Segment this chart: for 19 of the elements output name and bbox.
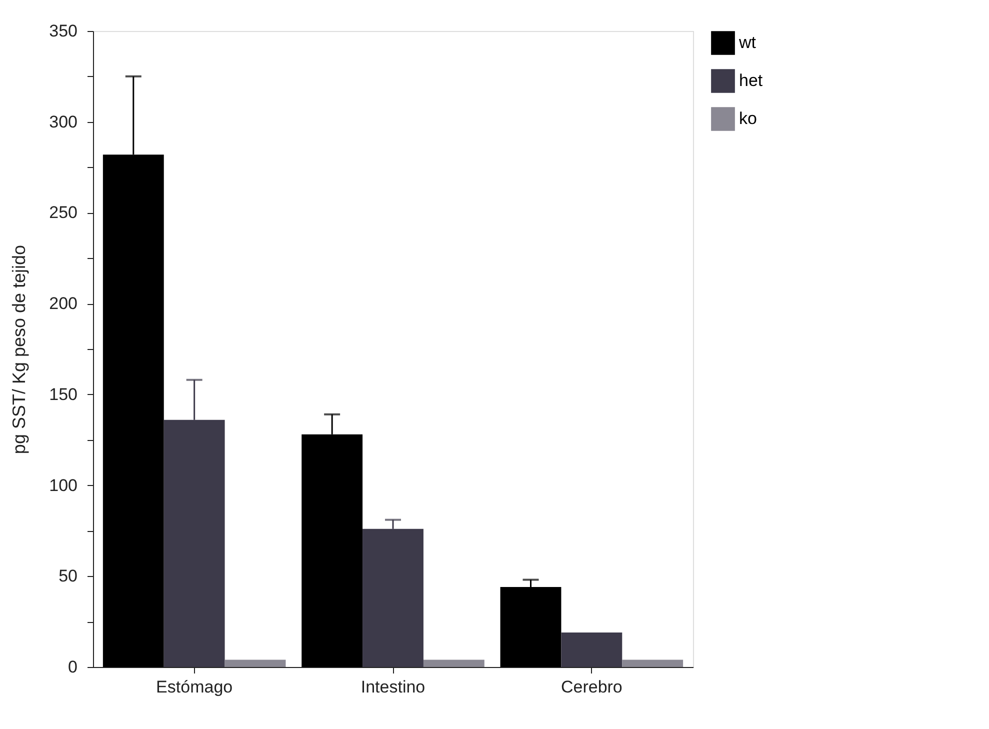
y-tick-label: 300 xyxy=(49,112,78,132)
y-tick-label: 200 xyxy=(49,294,78,314)
bar xyxy=(224,660,286,667)
bar xyxy=(622,660,684,667)
y-tick-label: 350 xyxy=(49,22,78,40)
y-tick-label: 50 xyxy=(58,566,78,586)
y-tick-label: 0 xyxy=(68,658,78,676)
bar xyxy=(561,632,622,667)
legend-label: ko xyxy=(739,109,757,128)
legend-label: het xyxy=(739,71,763,90)
x-tick-label: Estómago xyxy=(156,678,233,696)
legend-label: wt xyxy=(738,33,756,52)
y-tick-label: 250 xyxy=(49,203,78,222)
x-tick-label: Cerebro xyxy=(560,678,622,696)
y-tick-label: 100 xyxy=(49,476,78,495)
y-axis-title: pg SST/ Kg peso de tejido xyxy=(9,244,30,454)
bar xyxy=(423,660,484,667)
x-tick-label: Intestino xyxy=(360,678,426,696)
y-tick-label: 150 xyxy=(49,384,78,404)
